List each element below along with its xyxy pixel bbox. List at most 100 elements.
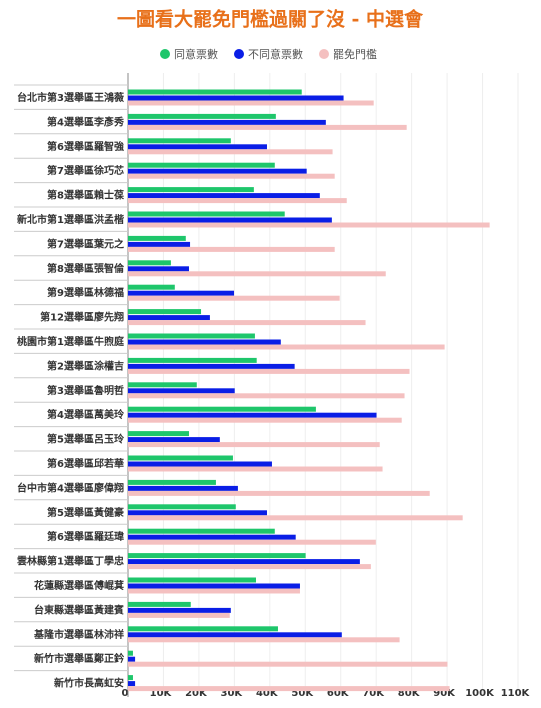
bar [128,149,333,155]
x-tick-label: 20K [185,688,208,699]
legend-swatch [319,49,329,59]
bar [128,412,377,418]
x-tick-label: 0 [122,688,129,699]
bar [128,466,383,472]
bar [128,656,136,662]
bar [128,368,410,374]
bar [128,315,210,321]
bar [128,612,230,618]
bar [128,485,238,491]
y-tick-label: 第5選舉區呂玉玲 [47,433,125,446]
y-tick-label: 第2選舉區涂權吉 [47,359,124,372]
bar [128,295,340,301]
bar [128,553,306,559]
y-tick-label: 第4選舉區李彥秀 [47,115,124,128]
y-tick-label: 桃園市第1選舉區牛煦庭 [17,335,125,348]
bar [128,637,400,643]
y-tick-label: 台中市第4選舉區廖偉翔 [17,481,124,494]
bar [128,241,191,247]
y-tick-label: 新竹市長高虹安 [54,677,124,690]
bar [128,309,202,315]
y-tick-label: 第7選舉區葉元之 [47,237,124,250]
bar [128,559,360,565]
bar [128,266,189,272]
bar [128,661,448,667]
bar [128,320,366,326]
bar [128,431,189,437]
x-tick-label: 100K [465,688,495,699]
bar [128,650,133,656]
bar [128,173,335,179]
bar [128,211,285,217]
y-tick-label: 第5選舉區黃健豪 [47,506,124,519]
y-tick-label: 第4選舉區萬美玲 [47,408,125,421]
legend-swatch [160,49,170,59]
x-tick-label: 10K [150,688,173,699]
y-tick-label: 新北市第1選舉區洪孟楷 [17,213,124,226]
bar [128,442,380,448]
x-tick-label: 30K [221,688,244,699]
bar [128,271,386,277]
bar [128,681,136,687]
bar [128,193,320,199]
bar [128,686,450,692]
bar [128,417,402,423]
bar [128,504,236,510]
bar [128,89,302,95]
bar [128,168,307,174]
bar [128,528,275,534]
bar [128,290,235,296]
y-tick-label: 第3選舉區魯明哲 [47,384,124,397]
bar [128,388,235,394]
y-tick-label: 新竹市選舉區鄭正鈐 [34,652,125,665]
y-tick-label: 第8選舉區張智倫 [47,262,125,275]
bar [128,626,278,632]
y-tick-label: 基隆市選舉區林沛祥 [33,628,124,641]
legend-label: 同意票數 [174,47,218,61]
bar [128,198,347,204]
bar [128,461,272,467]
x-tick-label: 60K [327,688,350,699]
bar [128,217,332,223]
bar [128,333,255,339]
bar [128,455,233,461]
bar [128,144,267,150]
bar [128,246,335,252]
legend-swatch [234,49,244,59]
bar [128,479,216,485]
bar [128,113,276,119]
legend-label: 不同意票數 [248,47,303,61]
bar [128,235,186,241]
y-tick-label: 第8選舉區賴士葆 [47,189,124,202]
bar [128,222,490,228]
chart-title: 一圖看大罷免門檻過關了沒 - 中選會 [117,8,424,31]
bar [128,583,300,589]
bar [128,534,296,540]
bar [128,539,376,545]
bar [128,363,295,369]
bar [128,284,175,290]
x-tick-label: 50K [291,688,314,699]
x-tick-label: 70K [362,688,385,699]
bar [128,675,133,681]
bar [128,632,342,638]
bar [128,187,254,193]
bar [128,437,220,443]
y-tick-label: 台東縣選舉區黃建賓 [34,603,124,616]
x-tick-label: 40K [256,688,279,699]
bar [128,339,281,345]
bar [128,119,326,125]
bar [128,162,275,168]
x-tick-label: 110K [501,688,531,699]
y-tick-label: 第7選舉區徐巧芯 [47,164,124,177]
bar [128,260,171,266]
bar [128,124,407,130]
bar [128,344,445,350]
x-tick-label: 90K [433,688,456,699]
y-tick-label: 第6選舉區羅廷瑋 [47,530,124,543]
y-tick-label: 雲林縣第1選舉區丁學忠 [17,555,124,568]
legend-label: 罷免門檻 [333,47,377,61]
bar [128,588,300,594]
bar [128,406,316,412]
bar [128,393,405,399]
